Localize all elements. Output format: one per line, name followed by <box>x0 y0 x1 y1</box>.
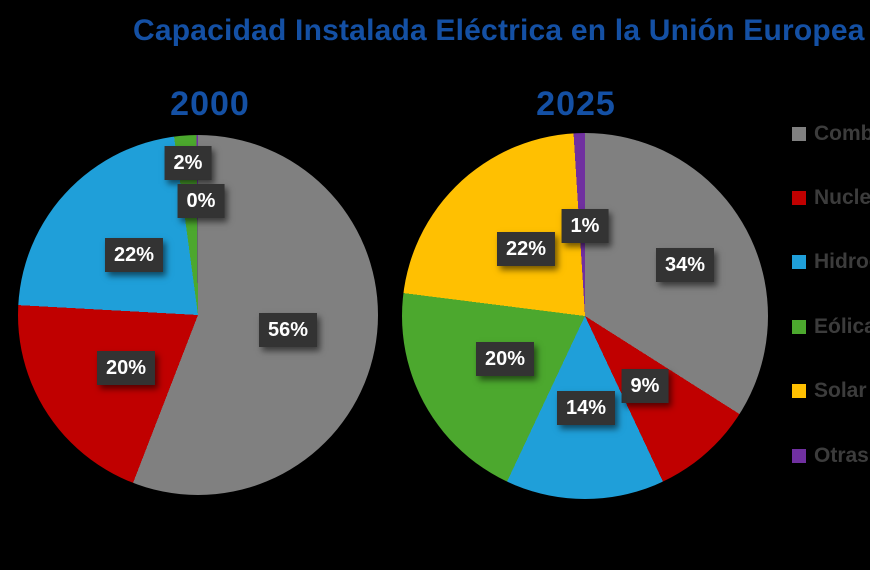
legend-item-hidroelectrica: Hidroeléctrica <box>792 250 870 274</box>
legend-label-combustibles: Combustibles Fósiles <box>814 122 870 145</box>
legend-label-hidroelectrica: Hidroeléctrica <box>814 250 870 273</box>
legend-label-nuclear: Nuclear <box>814 186 870 209</box>
pie-label-solar-2025: 22% <box>496 232 556 266</box>
legend-item-otras: Otras <box>792 444 869 468</box>
legend-label-otras: Otras <box>814 444 869 467</box>
legend-swatch-combustibles-icon <box>792 127 806 141</box>
pie-label-solar-2000: 0% <box>177 184 225 218</box>
legend-item-nuclear: Nuclear <box>792 186 870 210</box>
pie-label-eolica-2000: 2% <box>164 146 212 180</box>
legend-label-eolica: Eólica <box>814 315 870 338</box>
pie-2025-title: 2025 <box>536 85 616 123</box>
legend-swatch-otras-icon <box>792 449 806 463</box>
pie-2000-title: 2000 <box>170 85 250 123</box>
pie-chart-2025 <box>402 133 768 499</box>
legend-swatch-nuclear-icon <box>792 191 806 205</box>
pie-label-nuclear-2000: 20% <box>96 351 156 385</box>
legend-item-combustibles: Combustibles Fósiles <box>792 122 870 146</box>
pie-label-hidro-2000: 22% <box>104 238 164 272</box>
pie-label-hidro-2025: 14% <box>556 391 616 425</box>
legend-swatch-hidroelectrica-icon <box>792 255 806 269</box>
pie-label-eolica-2025: 20% <box>475 342 535 376</box>
legend-label-solar: Solar <box>814 379 867 402</box>
legend-item-solar: Solar <box>792 379 867 403</box>
legend-swatch-solar-icon <box>792 384 806 398</box>
pie-label-otras-2025: 1% <box>561 209 609 243</box>
pie-label-comb-2025: 34% <box>655 248 715 282</box>
pie-label-comb-2000: 56% <box>258 313 318 347</box>
legend-swatch-eolica-icon <box>792 320 806 334</box>
legend-item-eolica: Eólica <box>792 315 870 339</box>
page-title: Capacidad Instalada Eléctrica en la Unió… <box>133 14 865 47</box>
pie-label-nuclear-2025: 9% <box>621 369 669 403</box>
